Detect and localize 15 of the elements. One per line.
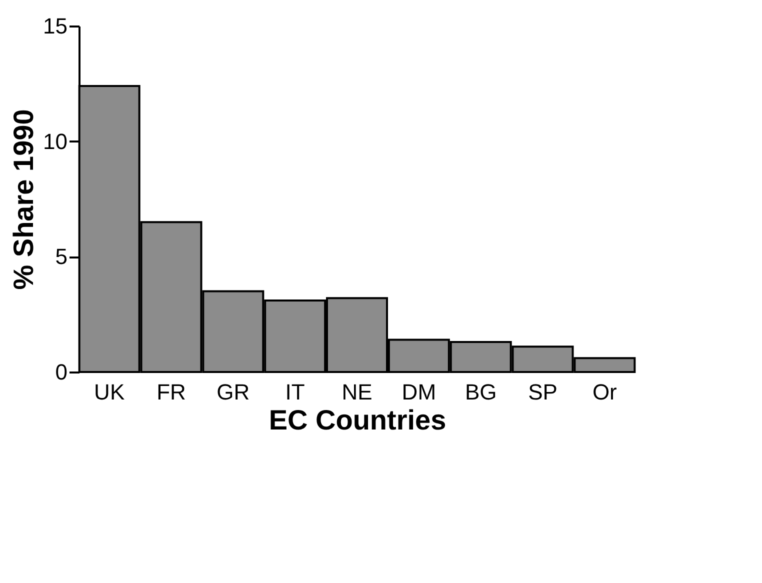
x-tick-label: BG xyxy=(464,380,497,404)
x-tick-label: NE xyxy=(342,380,372,404)
x-tick-label: Or xyxy=(592,380,617,404)
x-tick-label: GR xyxy=(216,380,250,404)
y-tick-label: 0 xyxy=(55,360,68,384)
y-tick-label: 10 xyxy=(43,128,68,154)
y-tick-label: 15 xyxy=(43,14,68,38)
y-tick-label: 5 xyxy=(55,244,68,270)
x-tick-label: UK xyxy=(94,380,125,404)
x-axis-title: EC Countries xyxy=(268,404,446,436)
y-axis-title: % Share 1990 xyxy=(8,109,40,290)
x-tick-label: DM xyxy=(402,380,436,404)
x-tick-label: FR xyxy=(156,380,186,404)
x-tick-label: IT xyxy=(285,380,305,404)
x-tick-label: SP xyxy=(528,380,558,404)
